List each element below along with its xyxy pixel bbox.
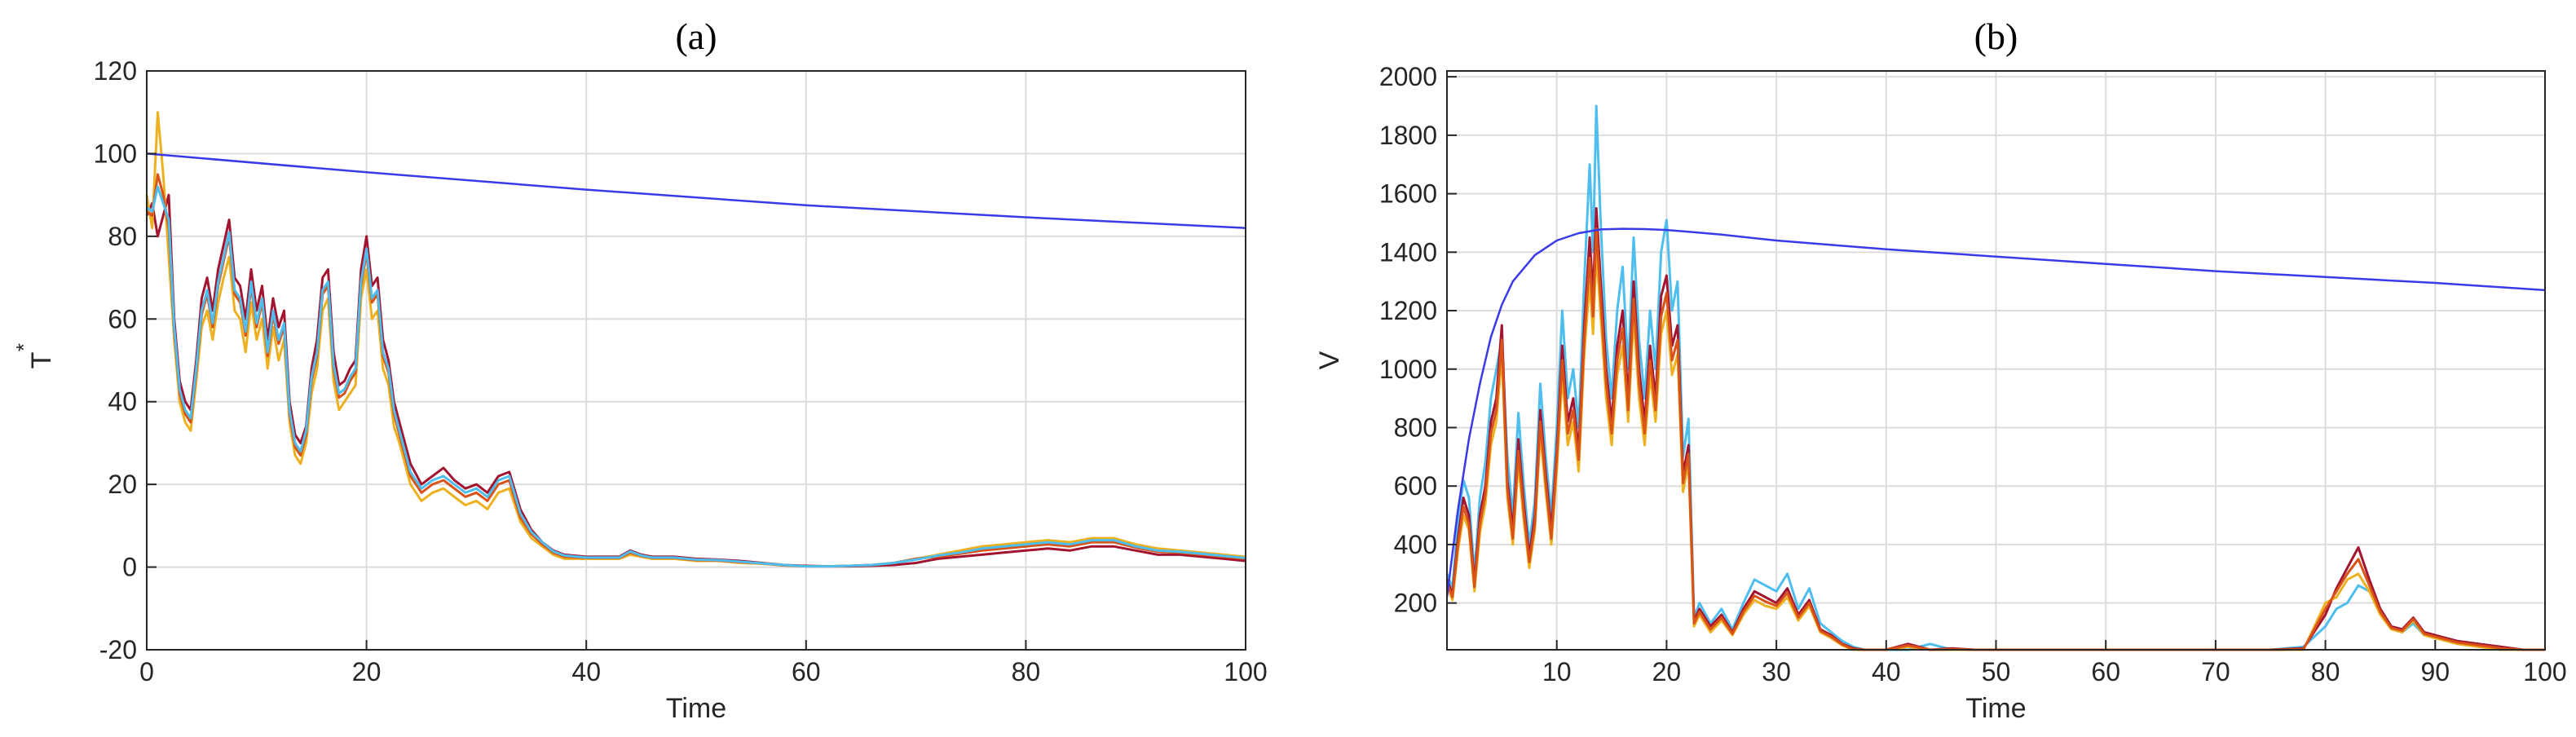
x-tick-label: 60 [792,657,821,686]
y-tick-label: 60 [108,304,137,333]
x-tick-label: 10 [1542,657,1572,686]
x-tick-label: 90 [2421,657,2450,686]
x-axis-label: Time [1965,693,2026,724]
plot-frame [146,70,1246,651]
x-tick-label: 100 [1224,657,1267,686]
y-axis-label-superscript: * [11,343,36,351]
y-tick-label: 2000 [1379,62,1437,91]
y-tick-label: 80 [108,222,137,251]
y-axis-label: V [1314,351,1345,369]
y-tick-label: 800 [1394,413,1437,442]
x-tick-label: 40 [571,657,601,686]
y-tick-label: 200 [1394,589,1437,618]
x-tick-label: 30 [1762,657,1791,686]
series-line-deterministic [146,152,1246,229]
x-tick-label: 70 [2201,657,2230,686]
x-tick-label: 100 [2523,657,2566,686]
x-tick-label: 80 [2311,657,2340,686]
x-tick-label: 20 [1652,657,1682,686]
series-line-deterministic [1445,227,2546,598]
y-axis-label: T [26,352,57,369]
series-line-stochastic [146,185,1246,568]
y-tick-label: 120 [94,56,137,86]
x-tick-label: 80 [1012,657,1041,686]
y-tick-label: 400 [1394,530,1437,559]
chart-title: (b) [1974,15,2018,57]
x-axis-label: Time [666,693,726,724]
y-tick-label: 1200 [1379,296,1437,325]
series-line-stochastic [1445,227,2545,651]
y-tick-label: 1800 [1379,121,1437,150]
y-tick-label: 100 [94,139,137,168]
y-tick-label: 1000 [1379,355,1437,384]
chart-title: (a) [675,15,717,57]
y-tick-label: 1600 [1379,179,1437,209]
y-tick-label: 0 [122,553,137,582]
y-tick-label: -20 [99,635,137,664]
x-tick-label: 60 [2091,657,2120,686]
y-tick-label: 600 [1394,471,1437,501]
x-tick-label: 20 [352,657,382,686]
y-tick-label: 20 [108,470,137,499]
x-tick-label: 40 [1872,657,1901,686]
x-tick-label: 50 [1982,657,2011,686]
x-tick-label: 0 [139,657,154,686]
plot-area [147,71,1246,650]
chart-b: 10 20 30 40 50 60 70 80 90 100 200 400 600 800 1000 120… [1314,15,2567,724]
y-tick-label: 40 [108,387,137,417]
y-tick-label: 1400 [1379,237,1437,267]
